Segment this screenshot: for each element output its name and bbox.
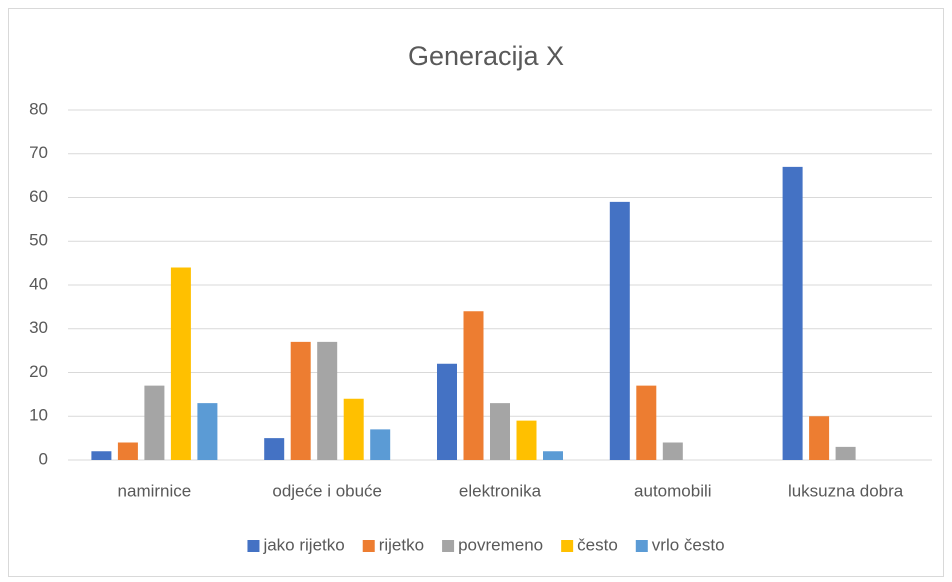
x-tick-label: elektronika bbox=[459, 481, 542, 500]
bar bbox=[609, 201, 630, 460]
bar bbox=[543, 451, 563, 460]
y-tick-label: 20 bbox=[29, 362, 48, 381]
bar bbox=[290, 341, 311, 460]
y-tick-label: 80 bbox=[29, 99, 48, 118]
bar bbox=[264, 438, 285, 460]
bar bbox=[144, 385, 165, 460]
bar bbox=[317, 341, 338, 460]
y-tick-label: 50 bbox=[29, 231, 48, 250]
x-tick-label: luksuzna dobra bbox=[788, 481, 904, 500]
y-tick-label: 60 bbox=[29, 187, 48, 206]
legend-swatch bbox=[362, 540, 375, 552]
bar bbox=[170, 267, 191, 460]
bar bbox=[782, 166, 803, 460]
x-tick-label: namirnice bbox=[118, 481, 192, 500]
x-tick-label: odjeće i obuće bbox=[272, 481, 382, 500]
legend-swatch bbox=[247, 540, 260, 552]
bar bbox=[516, 420, 537, 460]
y-tick-label: 40 bbox=[29, 274, 48, 293]
bar bbox=[463, 311, 484, 460]
legend-swatch bbox=[561, 540, 574, 552]
bar bbox=[835, 446, 856, 460]
legend-label: jako rijetko bbox=[262, 535, 344, 554]
legend-swatch bbox=[442, 540, 455, 552]
x-tick-label: automobili bbox=[634, 481, 712, 500]
bar bbox=[91, 451, 112, 460]
y-tick-label: 0 bbox=[39, 449, 48, 468]
legend-label: povremeno bbox=[458, 535, 543, 554]
chart-title: Generacija X bbox=[408, 41, 564, 71]
legend-swatch bbox=[635, 540, 648, 552]
bar bbox=[343, 398, 364, 460]
y-tick-label: 70 bbox=[29, 143, 48, 162]
bar bbox=[437, 363, 457, 460]
bar bbox=[636, 385, 657, 460]
bar bbox=[809, 416, 830, 460]
bar bbox=[117, 442, 138, 460]
bar bbox=[197, 403, 218, 460]
bar bbox=[370, 429, 391, 460]
legend-label: vrlo često bbox=[652, 535, 725, 554]
y-tick-label: 30 bbox=[29, 318, 48, 337]
legend-label: često bbox=[577, 535, 618, 554]
legend-label: rijetko bbox=[379, 535, 424, 554]
y-tick-label: 10 bbox=[29, 406, 48, 425]
bar bbox=[490, 403, 510, 460]
bar bbox=[662, 442, 683, 460]
